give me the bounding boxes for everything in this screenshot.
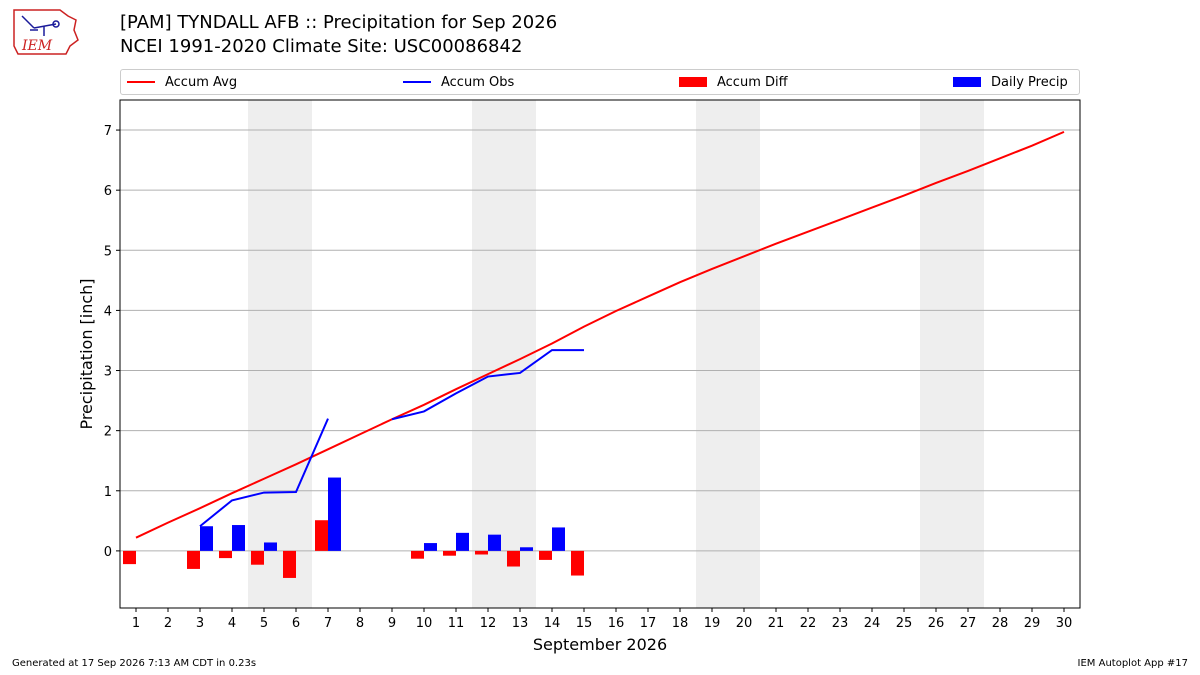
chart-subtitle: NCEI 1991-2020 Climate Site: USC00086842 bbox=[120, 36, 523, 57]
accum-avg-line-segment-1 bbox=[135, 130, 1065, 539]
chart-legend: Accum Avg Accum Obs Accum Diff Daily Pre… bbox=[120, 69, 1080, 95]
x-tick-label-17: 17 bbox=[640, 616, 657, 631]
x-tick-label-27: 27 bbox=[960, 616, 977, 631]
accum-obs-line-segment-1 bbox=[199, 418, 329, 528]
y-axis-ticks: 0 1 2 3 4 5 6 7 bbox=[104, 124, 120, 560]
daily-precip-bar-day-11 bbox=[456, 532, 469, 551]
legend-item-accum-diff: Accum Diff bbox=[679, 70, 788, 94]
x-tick-label-15: 15 bbox=[576, 616, 593, 631]
accum-diff-bar-day-3 bbox=[187, 550, 200, 569]
y-tick-label-2: 2 bbox=[104, 425, 112, 440]
bar-marks bbox=[123, 477, 584, 578]
x-tick-label-19: 19 bbox=[704, 616, 721, 631]
daily-precip-bar-day-14 bbox=[552, 527, 565, 551]
legend-swatch-daily-precip bbox=[953, 77, 981, 87]
x-tick-label-11: 11 bbox=[448, 616, 465, 631]
plot-frame bbox=[119, 99, 1081, 609]
accum-obs-line-segment-2 bbox=[391, 349, 584, 421]
daily-precip-bar-day-13 bbox=[520, 547, 533, 551]
x-axis-ticks: 1 2 3 4 5 6 7 8 9 10 11 12 13 14 15 16 17 18 19 20 21 22 23 24 2… bbox=[132, 608, 1072, 631]
x-tick-label-22: 22 bbox=[800, 616, 817, 631]
line-marks bbox=[135, 130, 1065, 539]
logo-text: IEM bbox=[21, 38, 53, 54]
iem-logo: IEM bbox=[13, 9, 79, 55]
accum-diff-bar-day-6 bbox=[283, 550, 296, 578]
daily-precip-bar-day-7 bbox=[328, 477, 341, 551]
x-tick-label-12: 12 bbox=[480, 616, 497, 631]
legend-swatch-accum-diff bbox=[679, 77, 707, 87]
x-tick-label-9: 9 bbox=[388, 616, 396, 631]
x-tick-label-2: 2 bbox=[164, 616, 172, 631]
x-tick-label-23: 23 bbox=[832, 616, 849, 631]
accum-diff-bar-day-4 bbox=[219, 550, 232, 559]
x-tick-label-3: 3 bbox=[196, 616, 204, 631]
legend-item-daily-precip: Daily Precip bbox=[953, 70, 1068, 94]
x-tick-label-10: 10 bbox=[416, 616, 433, 631]
accum-diff-bar-day-13 bbox=[507, 550, 520, 567]
x-tick-label-4: 4 bbox=[228, 616, 236, 631]
legend-item-accum-avg: Accum Avg bbox=[127, 70, 237, 94]
x-tick-label-28: 28 bbox=[992, 616, 1009, 631]
daily-precip-bar-day-5 bbox=[264, 542, 277, 551]
x-tick-label-18: 18 bbox=[672, 616, 689, 631]
daily-precip-bar-day-3 bbox=[200, 526, 213, 551]
y-tick-label-0: 0 bbox=[104, 545, 112, 560]
x-tick-label-25: 25 bbox=[896, 616, 913, 631]
legend-swatch-accum-obs bbox=[403, 81, 431, 83]
y-tick-label-7: 7 bbox=[104, 124, 112, 139]
daily-precip-bar-day-10 bbox=[424, 543, 437, 551]
y-tick-label-1: 1 bbox=[104, 485, 112, 500]
legend-swatch-accum-avg bbox=[127, 81, 155, 83]
x-tick-label-16: 16 bbox=[608, 616, 625, 631]
accum-diff-bar-day-14 bbox=[539, 550, 552, 560]
accum-diff-bar-day-12 bbox=[475, 550, 488, 555]
x-tick-label-5: 5 bbox=[260, 616, 268, 631]
x-tick-label-21: 21 bbox=[768, 616, 785, 631]
footer-app: IEM Autoplot App #17 bbox=[1077, 658, 1188, 669]
x-tick-label-14: 14 bbox=[544, 616, 561, 631]
x-tick-label-20: 20 bbox=[736, 616, 753, 631]
weekend-band-2 bbox=[472, 100, 536, 608]
daily-precip-bar-day-12 bbox=[488, 534, 501, 551]
x-tick-label-24: 24 bbox=[864, 616, 881, 631]
y-tick-label-6: 6 bbox=[104, 184, 112, 199]
y-tick-label-5: 5 bbox=[104, 244, 112, 259]
y-tick-label-3: 3 bbox=[104, 365, 112, 380]
legend-label-accum-avg: Accum Avg bbox=[165, 74, 238, 90]
accum-diff-bar-day-1 bbox=[123, 550, 136, 565]
x-tick-label-1: 1 bbox=[132, 616, 140, 631]
accum-diff-bar-day-11 bbox=[443, 550, 456, 556]
x-tick-label-29: 29 bbox=[1024, 616, 1041, 631]
accum-diff-bar-day-15 bbox=[571, 550, 584, 576]
legend-item-accum-obs: Accum Obs bbox=[403, 70, 514, 94]
x-tick-label-8: 8 bbox=[356, 616, 364, 631]
x-tick-label-13: 13 bbox=[512, 616, 529, 631]
accum-diff-bar-day-10 bbox=[411, 550, 424, 559]
legend-label-daily-precip: Daily Precip bbox=[991, 74, 1068, 90]
legend-label-accum-diff: Accum Diff bbox=[717, 74, 788, 90]
x-tick-label-30: 30 bbox=[1056, 616, 1073, 631]
y-axis-label: Precipitation [inch] bbox=[77, 278, 96, 429]
accum-diff-bar-day-5 bbox=[251, 550, 264, 565]
x-axis-label: September 2026 bbox=[533, 635, 667, 654]
accum-diff-bar-day-7 bbox=[315, 520, 328, 551]
weekend-band-3 bbox=[696, 100, 760, 608]
y-tick-label-4: 4 bbox=[104, 304, 112, 319]
chart-title: [PAM] TYNDALL AFB :: Precipitation for S… bbox=[120, 12, 558, 33]
legend-label-accum-obs: Accum Obs bbox=[441, 74, 515, 90]
x-tick-label-26: 26 bbox=[928, 616, 945, 631]
footer-generated: Generated at 17 Sep 2026 7:13 AM CDT in … bbox=[12, 658, 257, 669]
daily-precip-bar-day-4 bbox=[232, 525, 245, 551]
x-tick-label-7: 7 bbox=[324, 616, 332, 631]
weekend-band-1 bbox=[248, 100, 312, 608]
weekend-bands bbox=[248, 100, 984, 608]
x-tick-label-6: 6 bbox=[292, 616, 300, 631]
